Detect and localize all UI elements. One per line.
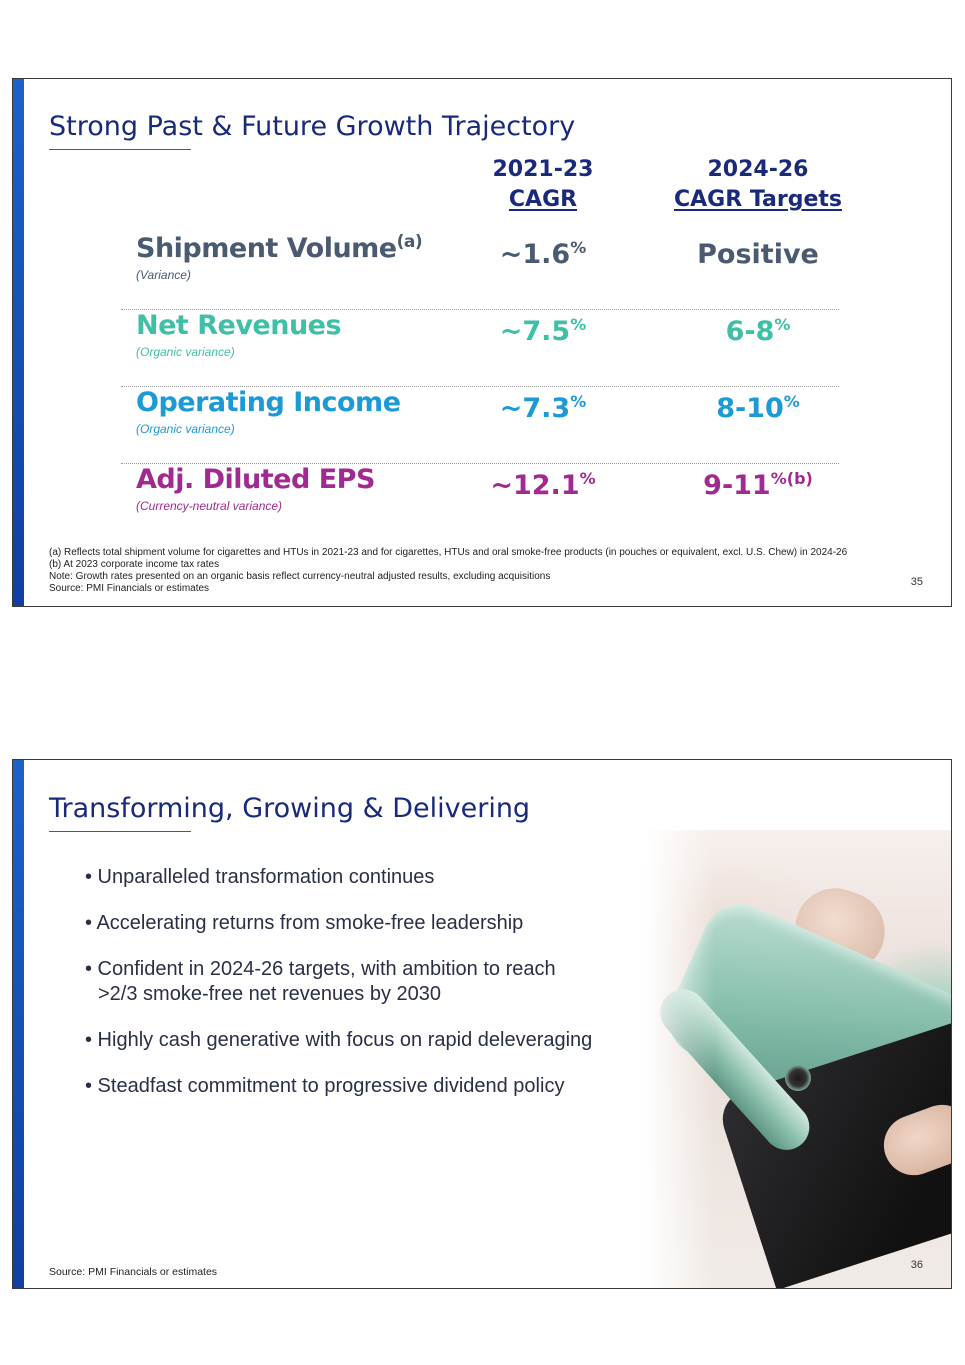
- slide-title: Transforming, Growing & Delivering: [49, 793, 531, 824]
- metric-row-adj-diluted-eps: Adj. Diluted EPS (Currency-neutral varia…: [121, 463, 839, 541]
- slide-title: Strong Past & Future Growth Trajectory: [49, 111, 576, 142]
- bullet-item: • Highly cash generative with focus on r…: [85, 1029, 593, 1051]
- slide-growth-trajectory: Strong Past & Future Growth Trajectory 2…: [12, 78, 952, 607]
- metric-value-2024-26: 6-8%: [725, 315, 791, 347]
- row-divider: [121, 463, 839, 464]
- column-header-2021-23: 2021-23 CAGR: [463, 155, 623, 215]
- slide-side-bar: [13, 760, 24, 1288]
- metric-subtitle: (Organic variance): [136, 422, 235, 436]
- metric-value-2024-26: 9-11%(b): [703, 469, 813, 501]
- metric-row-shipment-volume: Shipment Volume(a) (Variance) ~1.6% Posi…: [121, 232, 839, 310]
- title-underline: [49, 149, 191, 150]
- column-header-line1: 2021-23: [492, 157, 594, 182]
- column-header-line2: CAGR Targets: [674, 187, 842, 212]
- footnotes: (a) Reflects total shipment volume for c…: [49, 547, 847, 595]
- metric-name: Operating Income: [136, 387, 401, 418]
- column-header-line1: 2024-26: [707, 157, 809, 182]
- metric-value-2024-26: Positive: [697, 239, 819, 270]
- bullet-item: • Confident in 2024-26 targets, with amb…: [85, 958, 556, 1005]
- page-number: 36: [910, 1259, 923, 1271]
- metric-name: Shipment Volume(a): [136, 232, 423, 264]
- row-divider: [121, 386, 839, 387]
- metric-value-2021-23: ~1.6%: [499, 238, 587, 270]
- metric-value-2021-23: ~12.1%: [490, 469, 596, 501]
- column-header-line2: CAGR: [508, 187, 578, 212]
- footnote-b: (b) At 2023 corporate income tax rates: [49, 559, 220, 570]
- metric-value-2024-26: 8-10%: [716, 392, 800, 424]
- metric-name: Adj. Diluted EPS: [136, 464, 375, 495]
- bullet-item: • Unparalleled transformation continues: [85, 866, 435, 888]
- bullet-list: • Unparalleled transformation continues …: [85, 865, 645, 1120]
- slide-transforming-growing-delivering: Transforming, Growing & Delivering • Unp…: [12, 759, 952, 1289]
- footnote-note: Note: Growth rates presented on an organ…: [49, 571, 551, 582]
- metric-name: Net Revenues: [136, 310, 342, 341]
- photo-fade: [645, 830, 715, 1288]
- title-underline: [49, 831, 191, 832]
- metric-subtitle: (Organic variance): [136, 345, 235, 359]
- metric-row-net-revenues: Net Revenues (Organic variance) ~7.5% 6-…: [121, 309, 839, 387]
- row-divider: [121, 309, 839, 310]
- slide-side-bar: [13, 79, 24, 606]
- source-note: Source: PMI Financials or estimates: [49, 1266, 218, 1278]
- device-tip-shape: [785, 1065, 811, 1091]
- column-header-2024-26: 2024-26 CAGR Targets: [663, 155, 853, 215]
- bullet-item: • Steadfast commitment to progressive di…: [85, 1075, 565, 1097]
- metric-row-operating-income: Operating Income (Organic variance) ~7.3…: [121, 386, 839, 464]
- metric-subtitle: (Variance): [136, 268, 191, 282]
- metric-subtitle: (Currency-neutral variance): [136, 499, 283, 513]
- hand-holding-device-photo: [645, 830, 951, 1288]
- footnote-a: (a) Reflects total shipment volume for c…: [49, 547, 848, 558]
- footnote-source: Source: PMI Financials or estimates: [49, 583, 210, 594]
- metric-value-2021-23: ~7.3%: [499, 392, 587, 424]
- page-number: 35: [910, 576, 923, 588]
- metric-value-2021-23: ~7.5%: [499, 315, 587, 347]
- bullet-item: • Accelerating returns from smoke-free l…: [85, 912, 524, 934]
